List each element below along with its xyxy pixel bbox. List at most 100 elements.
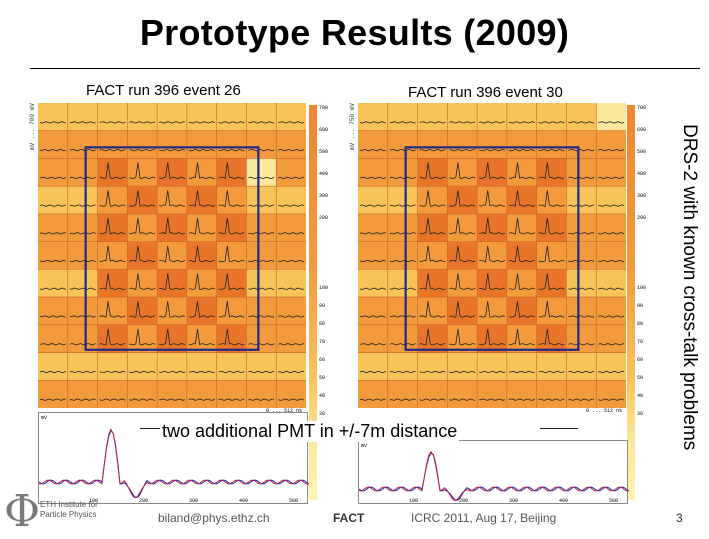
pixel-trace <box>129 190 156 207</box>
pixel-trace <box>158 162 186 180</box>
pixel-trace <box>419 148 446 152</box>
pixel-trace <box>508 273 535 290</box>
scale-tick-label: 70 <box>637 339 644 345</box>
camera-pixel <box>127 352 158 381</box>
camera-pixel <box>186 186 217 214</box>
camera-pixel <box>216 186 247 214</box>
camera-pixel <box>477 352 507 381</box>
pixel-trace <box>129 121 156 124</box>
pixel-trace <box>99 370 126 374</box>
camera-pixel <box>536 130 567 159</box>
camera-pixel <box>67 103 98 131</box>
camera-pixel <box>157 241 187 270</box>
pixel-trace <box>508 218 535 235</box>
pixel-trace <box>218 328 245 346</box>
camera-pixel <box>246 324 277 353</box>
camera-pixel <box>216 380 247 408</box>
camera-pixel <box>417 297 448 325</box>
pixel-trace <box>419 398 446 401</box>
camera-pixel <box>186 352 217 381</box>
camera-pixel <box>67 324 98 353</box>
pixel-trace <box>39 259 66 263</box>
pixel-trace <box>419 370 446 374</box>
camera-pixel <box>97 158 128 187</box>
pixel-trace <box>39 287 66 291</box>
pixel-trace <box>69 370 96 374</box>
camera-pixel <box>387 380 418 408</box>
scale-tick-label: 80 <box>637 321 644 327</box>
camera-pixel <box>127 380 158 408</box>
pixel-trace <box>218 273 245 291</box>
pixel-trace <box>159 398 186 401</box>
camera-pixel <box>417 352 448 381</box>
camera-pixel <box>477 213 507 242</box>
right-panel-label: FACT run 396 event 30 <box>408 84 563 101</box>
pixel-trace <box>188 301 215 318</box>
camera-pixel <box>246 186 277 214</box>
camera-pixel <box>97 186 128 214</box>
camera-pixel <box>506 213 537 242</box>
waveform-svg <box>38 428 310 499</box>
footer-brand: FACT <box>333 511 365 525</box>
camera-pixel <box>447 158 478 187</box>
camera-pixel <box>127 213 158 242</box>
camera-pixel <box>157 324 187 353</box>
pixel-trace <box>218 370 245 374</box>
pixel-trace <box>479 148 506 152</box>
waveform-tick-label: 400 <box>239 498 249 504</box>
pixel-trace <box>248 176 275 180</box>
pixel-trace <box>598 398 625 401</box>
pixel-trace <box>538 273 565 291</box>
page-number: 3 <box>676 511 683 525</box>
camera-pixel <box>157 103 187 131</box>
camera-pixel <box>127 241 158 270</box>
pixel-trace <box>218 190 245 207</box>
pixel-trace <box>359 121 386 124</box>
camera-pixel <box>216 103 247 131</box>
camera-pixel <box>477 297 507 325</box>
camera-pixel <box>566 241 597 270</box>
institute-line-2: Particle Physics <box>40 510 97 519</box>
scale-tick-label: 90 <box>319 303 326 309</box>
scale-tick-label: 500 <box>319 149 329 155</box>
camera-pixel <box>387 130 418 159</box>
camera-pixel <box>127 269 158 298</box>
pixel-trace <box>129 148 156 152</box>
camera-pixel <box>566 158 597 187</box>
camera-pixel <box>67 269 98 298</box>
pixel-trace <box>479 190 505 207</box>
camera-pixel <box>97 324 128 353</box>
waveform-trace <box>38 429 310 499</box>
camera-pixel <box>447 269 478 298</box>
camera-pixel <box>387 269 418 298</box>
cluster-frame <box>84 146 260 351</box>
pixel-trace <box>598 259 625 263</box>
camera-pixel <box>417 213 448 242</box>
pixel-trace <box>359 204 386 207</box>
pixel-trace <box>479 121 505 124</box>
camera-pixel <box>97 130 128 159</box>
scale-tick-label: 50 <box>319 375 326 381</box>
pixel-trace <box>248 370 275 374</box>
pixel-trace <box>159 273 185 291</box>
scale-tick-label: 700 <box>637 105 647 111</box>
pixel-trace <box>278 176 305 180</box>
left-color-scale: 700 600 500 400 300 200 100 90 80 70 60 50 40 30 <box>309 105 328 500</box>
pixel-trace <box>449 121 476 124</box>
camera-pixel <box>186 269 217 298</box>
pixel-trace <box>389 398 416 401</box>
camera-pixel <box>246 352 277 381</box>
scale-tick-label: 30 <box>319 411 326 417</box>
pixel-trace <box>478 162 506 180</box>
camera-pixel <box>477 241 507 270</box>
camera-pixel <box>506 130 537 159</box>
left-range-label: 0 ... 512 ns <box>266 408 303 414</box>
scale-tick-label: 100 <box>319 285 329 291</box>
camera-pixel <box>477 103 507 131</box>
pixel-trace <box>449 370 476 374</box>
camera-pixel <box>127 103 158 131</box>
pixel-trace <box>598 315 625 318</box>
pixel-trace <box>359 370 386 374</box>
camera-pixel <box>276 158 306 187</box>
camera-pixel <box>536 103 567 131</box>
